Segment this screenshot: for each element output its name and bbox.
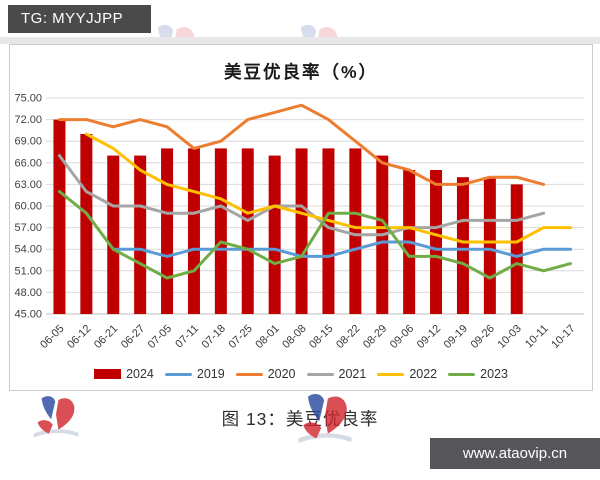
logo-shape [37,420,53,434]
legend-swatch-2020 [235,372,263,376]
legend-item-2019: 2019 [164,367,225,381]
x-tick-label: 07-18 [200,323,228,351]
x-tick-label: 06-05 [38,323,66,351]
bar-2024 [80,134,93,314]
legend-swatch-2023 [448,372,476,376]
y-tick-label: 72.00 [14,114,42,126]
legend-swatch-2022 [377,372,405,376]
tg-watermark-badge: TG: MYYJJPP [8,5,151,33]
x-tick-label: 08-08 [280,323,308,351]
logo-shape [325,396,347,434]
plot-svg: 75.00 72.00 69.00 66.00 63.00 60.00 57.00 54.00… [14,93,584,351]
series-line-2020 [57,103,546,186]
tg-watermark-label: TG: MYYJJPP [21,10,124,27]
logo-shape [41,396,56,420]
legend-item-2020: 2020 [235,367,296,381]
watermark-logo-icon [298,394,352,444]
legend-label-2020: 2020 [267,367,296,381]
legend-item-2024: 2024 [94,367,154,381]
x-tick-label: 09-06 [388,323,416,351]
y-tick-label: 48.00 [14,287,42,299]
legend-label-2024: 2024 [126,367,154,381]
x-tick-label: 10-17 [549,323,577,351]
watermark-logo-icon [33,396,79,438]
legend-swatch-2019 [164,372,192,376]
y-tick-label: 66.00 [14,157,42,169]
x-tick-label: 07-25 [226,323,254,351]
bar-2024 [241,148,254,314]
bar-2024 [430,170,443,314]
logo-shape [307,394,325,422]
y-tick-label: 63.00 [14,179,42,191]
x-tick-label: 06-12 [65,323,93,351]
bar-2024 [134,155,147,314]
chart-title: 美豆优良率（%） [223,62,379,82]
x-tick-label: 08-22 [334,323,362,351]
y-tick-label: 75.00 [14,93,42,105]
legend-swatch-2024 [94,369,122,379]
chart-top-edge [0,37,600,44]
x-tick-label: 09-12 [415,323,443,351]
x-tick-label: 09-26 [469,323,497,351]
logo-shape [303,422,322,439]
y-tick-label: 51.00 [14,265,42,277]
legend-item-2022: 2022 [377,367,437,381]
logo-shape [33,429,79,438]
site-watermark-badge: www.ataovip.cn [430,438,600,469]
legend-label-2023: 2023 [480,367,508,381]
bar-2024 [107,155,120,314]
series-line-2021 [57,154,546,237]
legend-label-2019: 2019 [196,367,225,381]
x-tick-label: 09-19 [442,323,470,351]
chart-legend: 2024 2019 2020 2021 2022 2023 [10,367,592,381]
x-tick-label: 06-27 [119,323,147,351]
legend-swatch-2021 [306,372,334,376]
bar-2024 [53,119,66,314]
legend-label-2022: 2022 [409,367,438,381]
y-tick-label: 69.00 [14,136,42,148]
site-watermark-label: www.ataovip.cn [462,445,568,462]
logo-shape [298,433,352,444]
x-tick-label: 10-11 [523,323,551,351]
bar-2024 [161,148,174,314]
x-tick-label: 08-15 [307,323,335,351]
series-line-2022 [84,132,573,244]
series-line-2019 [111,240,573,258]
bar-2024 [322,148,335,314]
x-tick-label: 06-21 [92,323,120,351]
bar-2024 [214,148,227,314]
y-tick-label: 45.00 [14,309,42,321]
legend-item-2023: 2023 [448,367,508,381]
legend-item-2021: 2021 [306,367,367,381]
bar-2024 [483,177,496,314]
x-tick-label: 08-01 [253,323,281,351]
bar-2024 [349,148,362,314]
y-tick-label: 60.00 [14,201,42,213]
logo-shape [56,398,75,430]
legend-label-2021: 2021 [338,367,367,381]
x-tick-label: 07-11 [173,323,201,351]
bar-2024 [187,148,200,314]
bar-2024 [510,184,523,314]
y-tick-label: 57.00 [14,222,42,234]
x-tick-label: 10-03 [495,323,523,351]
bar-2024 [268,155,281,314]
x-tick-label: 07-05 [146,323,174,351]
y-tick-label: 54.00 [14,244,42,256]
bar-2024 [456,177,469,314]
x-tick-label: 08-29 [361,323,389,351]
chart-frame: 75.00 72.00 69.00 66.00 63.00 60.00 57.00 54.00… [9,44,593,391]
bar-2024 [295,148,308,314]
series-line-2023 [57,190,573,280]
